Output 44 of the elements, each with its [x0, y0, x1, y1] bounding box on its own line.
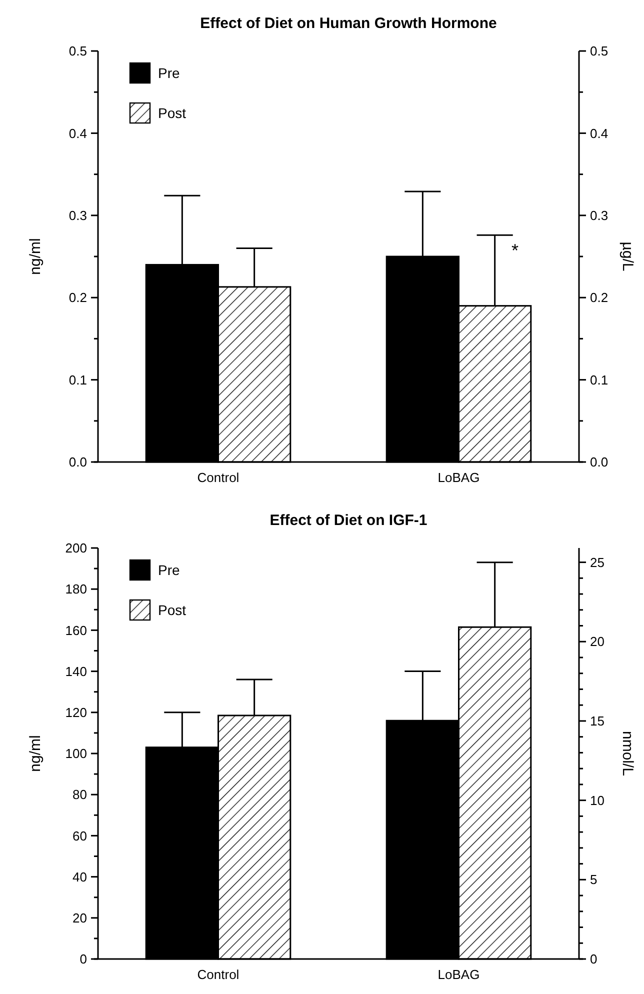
y-tick-label: 0.3 — [68, 208, 87, 223]
x-tick-label: Control — [197, 470, 240, 485]
y-tick-label: 120 — [65, 704, 87, 720]
y-tick-label: 0.0 — [68, 454, 87, 470]
chart-title: Effect of Diet on Human Growth Hormone — [200, 15, 497, 32]
y-tick-label: 0 — [80, 952, 87, 967]
annotation: * — [512, 240, 519, 261]
y2-tick-label: 0.0 — [590, 454, 608, 470]
y2-tick-label: 25 — [590, 554, 604, 570]
legend-label: Post — [158, 104, 186, 121]
y2-tick-label: 0.1 — [590, 372, 608, 388]
x-tick-label: LoBAG — [438, 470, 480, 485]
y-tick-label: 200 — [65, 540, 87, 556]
legend-label: Post — [158, 602, 186, 618]
y2-tick-label: 15 — [590, 714, 604, 729]
y2-tick-label: 0.3 — [590, 208, 608, 223]
y2-tick-label: 10 — [590, 792, 604, 808]
y-tick-label: 40 — [72, 869, 87, 884]
y-tick-label: 0.2 — [68, 290, 87, 306]
y2-tick-label: 20 — [590, 634, 604, 650]
y2-axis-title: µg/L — [619, 242, 636, 272]
y-tick-label: 100 — [65, 746, 87, 762]
legend-label: Pre — [158, 562, 180, 578]
y-axis-title: ng/ml — [27, 735, 44, 772]
chart-title: Effect of Diet on IGF-1 — [270, 512, 428, 529]
x-tick-label: Control — [197, 967, 240, 982]
y2-tick-label: 0.5 — [590, 44, 608, 59]
y-tick-label: 80 — [72, 787, 87, 802]
y-tick-label: 160 — [65, 622, 87, 638]
y2-axis-title: nmol/L — [619, 730, 636, 776]
y-tick-label: 60 — [72, 828, 87, 844]
y-tick-label: 0.1 — [68, 372, 87, 388]
y2-tick-label: 5 — [590, 872, 598, 888]
y-tick-label: 0.5 — [68, 44, 87, 59]
y2-tick-label: 0 — [590, 952, 598, 967]
y-tick-label: 180 — [65, 582, 87, 597]
y-tick-label: 0.4 — [68, 126, 87, 141]
y-axis-title: ng/ml — [27, 238, 44, 275]
y2-tick-label: 0.2 — [590, 290, 608, 306]
legend-label: Pre — [158, 64, 180, 81]
x-tick-label: LoBAG — [438, 967, 480, 982]
y2-tick-label: 0.4 — [590, 126, 608, 141]
y-tick-label: 20 — [72, 910, 87, 926]
y-tick-label: 140 — [65, 664, 87, 679]
